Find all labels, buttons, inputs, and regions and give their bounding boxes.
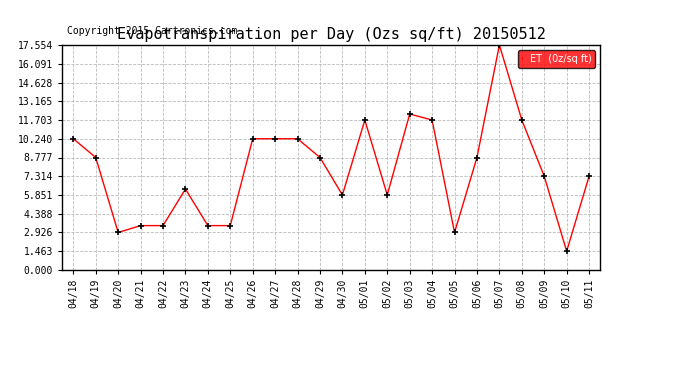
Text: Copyright 2015 Cartronics.com: Copyright 2015 Cartronics.com xyxy=(68,26,238,36)
Title: Evapotranspiration per Day (Ozs sq/ft) 20150512: Evapotranspiration per Day (Ozs sq/ft) 2… xyxy=(117,27,546,42)
Legend: ET  (0z/sq ft): ET (0z/sq ft) xyxy=(518,50,595,68)
